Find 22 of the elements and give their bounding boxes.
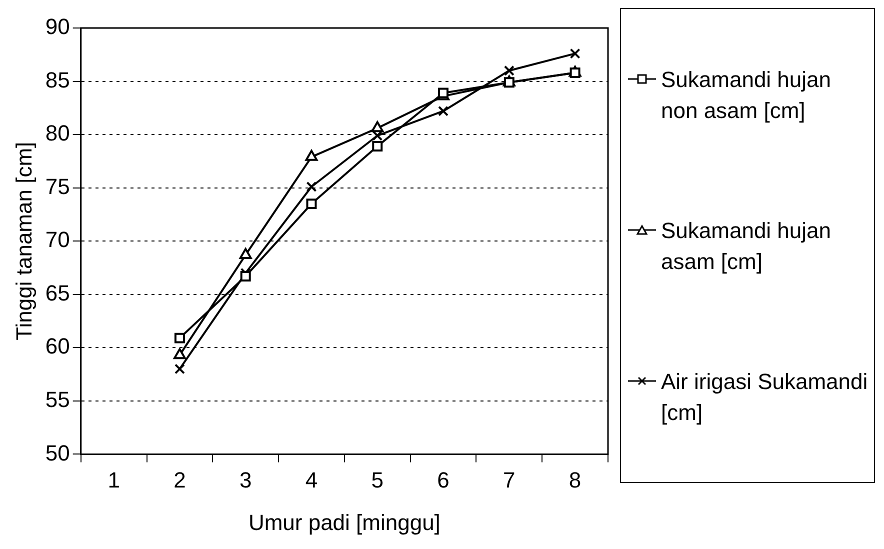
y-tick-label: 90 (45, 14, 70, 40)
x-axis-title: Umur padi [minggu] (248, 510, 440, 535)
y-tick-label: 60 (45, 334, 70, 359)
y-axis-title: Tinggi tanaman [cm] (11, 142, 36, 340)
legend-label: Sukamandi hujan asam [cm] (661, 216, 832, 276)
x-tick-label: 4 (305, 467, 318, 492)
x-tick-label: 3 (239, 467, 252, 492)
legend-label: Air irigasi Sukamandi [cm] (661, 368, 868, 427)
x-tick-label: 2 (174, 467, 186, 492)
y-tick-label: 75 (45, 174, 70, 199)
y-tick-label: 80 (45, 120, 70, 146)
legend-label: Sukamandi hujan non asam [cm] (661, 66, 832, 125)
x-tick-label: 7 (503, 467, 516, 492)
x-tick-label: 1 (108, 467, 120, 492)
x-tick-label: 8 (568, 467, 582, 492)
y-tick-label: 65 (45, 280, 70, 306)
x-tick-label: 5 (371, 467, 384, 492)
x-tick-label: 6 (437, 467, 450, 492)
y-tick-label: 70 (45, 227, 70, 252)
y-tick-label: 55 (45, 386, 70, 412)
y-tick-label: 50 (45, 440, 70, 466)
y-tick-label: 85 (45, 67, 70, 92)
